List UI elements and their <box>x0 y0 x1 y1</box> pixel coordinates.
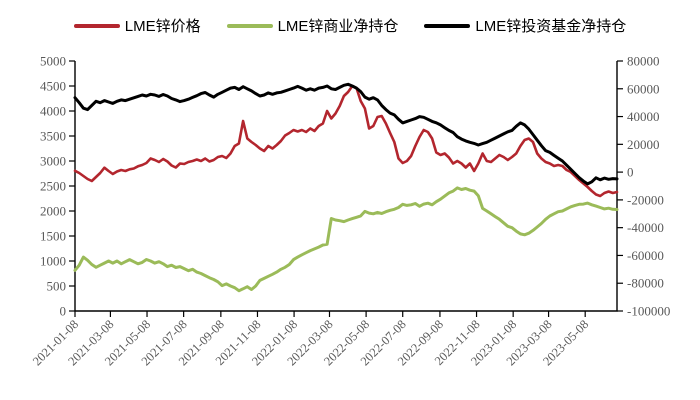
legend-line-swatch-commercial <box>226 23 273 28</box>
legend-item-lme-zinc-commercial-net: LME锌商业净持仓 <box>226 15 399 36</box>
legend-line-swatch-price <box>73 23 120 28</box>
legend-label-price: LME锌价格 <box>124 18 201 35</box>
svg-text:4500: 4500 <box>40 79 66 94</box>
svg-text:0: 0 <box>60 304 67 319</box>
svg-text:1000: 1000 <box>40 254 66 269</box>
svg-text:2000: 2000 <box>40 204 66 219</box>
svg-text:2500: 2500 <box>40 179 66 194</box>
legend-item-lme-zinc-price: LME锌价格 <box>73 15 201 36</box>
svg-text:-100000: -100000 <box>627 304 670 319</box>
svg-text:-20000: -20000 <box>627 192 664 207</box>
legend-label-fund: LME锌投资基金净持仓 <box>475 18 627 35</box>
svg-text:0: 0 <box>627 165 634 180</box>
svg-text:1500: 1500 <box>40 229 66 244</box>
legend-item-lme-zinc-fund-net: LME锌投资基金净持仓 <box>424 15 626 36</box>
svg-text:-40000: -40000 <box>627 220 664 235</box>
svg-text:-60000: -60000 <box>627 248 664 263</box>
svg-text:60000: 60000 <box>627 81 660 96</box>
svg-text:-80000: -80000 <box>627 276 664 291</box>
svg-text:80000: 80000 <box>627 54 660 69</box>
svg-text:500: 500 <box>47 279 67 294</box>
svg-text:40000: 40000 <box>627 109 660 124</box>
legend: LME锌价格 LME锌商业净持仓 LME锌投资基金净持仓 <box>0 15 700 36</box>
svg-text:3000: 3000 <box>40 154 66 169</box>
svg-text:3500: 3500 <box>40 129 66 144</box>
svg-text:5000: 5000 <box>40 54 66 69</box>
svg-text:4000: 4000 <box>40 104 66 119</box>
legend-label-commercial: LME锌商业净持仓 <box>277 18 399 35</box>
svg-text:20000: 20000 <box>627 137 660 152</box>
legend-line-swatch-fund <box>424 23 471 28</box>
